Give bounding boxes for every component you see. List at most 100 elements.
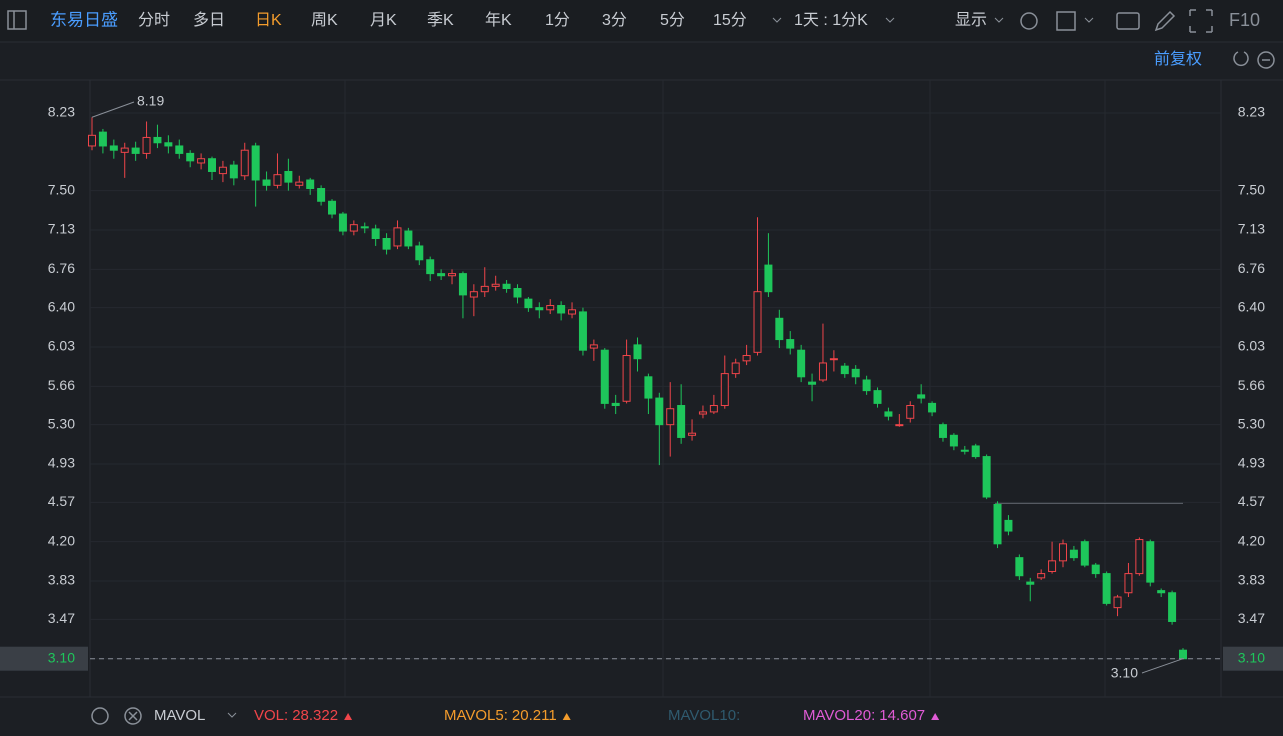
- low-leader: [1141, 658, 1184, 674]
- interval[interactable]: 1天 : 1分K: [794, 11, 868, 29]
- high-leader: [91, 101, 135, 118]
- candle-body: [153, 136, 162, 144]
- f10[interactable]: F10: [1229, 10, 1260, 30]
- period-tab[interactable]: 年K: [485, 11, 512, 29]
- checkbox-icon[interactable]: [1056, 11, 1076, 31]
- y-tick-label-right: 3.47: [1238, 610, 1265, 626]
- candle-body: [458, 273, 467, 296]
- y-tick-label: 6.76: [48, 260, 75, 276]
- candle-body: [1048, 560, 1057, 572]
- candle-body: [938, 424, 947, 438]
- y-tick-label: 4.20: [48, 532, 75, 548]
- candle-body: [698, 411, 707, 415]
- candle-body: [306, 179, 315, 190]
- period-tab[interactable]: 季K: [427, 11, 454, 29]
- last-price-box: [0, 646, 88, 671]
- display-menu[interactable]: 显示: [955, 12, 987, 29]
- y-tick-label: 6.03: [48, 338, 75, 354]
- candle-body: [197, 158, 206, 164]
- candle-body: [513, 288, 522, 298]
- candle-body: [218, 166, 227, 175]
- draw-icon[interactable]: [1154, 10, 1176, 32]
- y-tick-label: 6.40: [48, 298, 75, 314]
- candle-body: [338, 213, 347, 232]
- period-tab[interactable]: 月K: [370, 12, 397, 29]
- indicator-name: MAVOL20:: [803, 707, 875, 724]
- indicator-settings[interactable]: [91, 707, 109, 725]
- up-arrow: [931, 713, 940, 720]
- candle-body: [873, 390, 882, 404]
- candle-body: [851, 368, 860, 378]
- y-tick-label-right: 7.13: [1238, 221, 1265, 237]
- candle-body: [1157, 590, 1166, 594]
- date-grid: [344, 80, 1106, 697]
- period-tab[interactable]: 日K: [255, 12, 282, 29]
- candle-body: [949, 434, 958, 447]
- candle-body: [589, 344, 598, 349]
- candle-body: [829, 358, 838, 361]
- candle-body: [917, 394, 926, 399]
- stock-name[interactable]: 东易日盛: [50, 10, 118, 29]
- period-tab[interactable]: 1分: [545, 11, 570, 29]
- candle-body: [186, 152, 195, 162]
- last-price-label: 3.10: [48, 649, 75, 665]
- candle-body: [993, 503, 1002, 545]
- candle-body: [1015, 557, 1024, 577]
- candle-body: [578, 311, 587, 351]
- period-tab[interactable]: 3分: [602, 11, 627, 29]
- candle-body: [1069, 549, 1078, 559]
- period-tab[interactable]: 5分: [660, 11, 685, 29]
- candle-body: [742, 355, 751, 362]
- candle-body: [1179, 649, 1187, 660]
- candle-body: [600, 349, 609, 404]
- minus-icon[interactable]: [1257, 51, 1275, 69]
- candle-body: [229, 164, 238, 179]
- candle-body: [982, 456, 991, 498]
- candle-body: [88, 134, 96, 147]
- up-arrow: [562, 713, 571, 720]
- candle-body: [797, 349, 806, 378]
- y-tick-label-right: 6.40: [1238, 298, 1265, 314]
- candle-body: [611, 402, 620, 407]
- candle-body: [677, 405, 686, 438]
- settings-icon[interactable]: [1020, 12, 1038, 30]
- y-tick-label: 8.23: [48, 104, 75, 120]
- indicator-close[interactable]: [124, 707, 142, 725]
- y-tick-label-right: 7.50: [1238, 181, 1265, 197]
- candle-body: [164, 142, 173, 147]
- period-tab[interactable]: 15分: [713, 11, 747, 29]
- candle-body: [175, 145, 184, 154]
- reset-icon[interactable]: [1233, 51, 1249, 67]
- candle-body: [415, 245, 424, 261]
- candle-body: [1135, 539, 1144, 575]
- candle-body: [480, 285, 489, 293]
- candle-body: [775, 317, 784, 341]
- fullscreen-icon[interactable]: [1189, 9, 1213, 33]
- camera-icon[interactable]: [1116, 12, 1140, 30]
- sidebar-icon[interactable]: [7, 10, 27, 30]
- indicator-name: MAVOL5:: [444, 707, 508, 724]
- candle-body: [328, 200, 337, 215]
- last-price-label: 3.10: [1238, 649, 1265, 665]
- candle-body: [437, 273, 446, 277]
- candle-body: [928, 402, 937, 413]
- candle-body: [98, 131, 107, 147]
- candle-body: [688, 432, 697, 436]
- candle-body: [666, 408, 675, 426]
- high-label: 8.19: [137, 93, 164, 109]
- period-tab[interactable]: 周K: [311, 12, 338, 29]
- candle-body: [731, 362, 740, 375]
- toolbar: [0, 0, 1283, 42]
- candle-body: [273, 174, 282, 186]
- indicator-name[interactable]: MAVOL: [154, 707, 205, 724]
- candle-body: [960, 449, 969, 452]
- candle-body: [109, 145, 118, 151]
- candle-body: [262, 179, 271, 186]
- period-tab[interactable]: 多日: [193, 11, 225, 29]
- candle-body: [469, 291, 478, 298]
- adjust-mode[interactable]: 前复权: [1154, 50, 1202, 68]
- y-tick-label-right: 8.23: [1238, 104, 1265, 120]
- period-tab[interactable]: 分时: [138, 11, 170, 29]
- candle-body: [317, 188, 326, 202]
